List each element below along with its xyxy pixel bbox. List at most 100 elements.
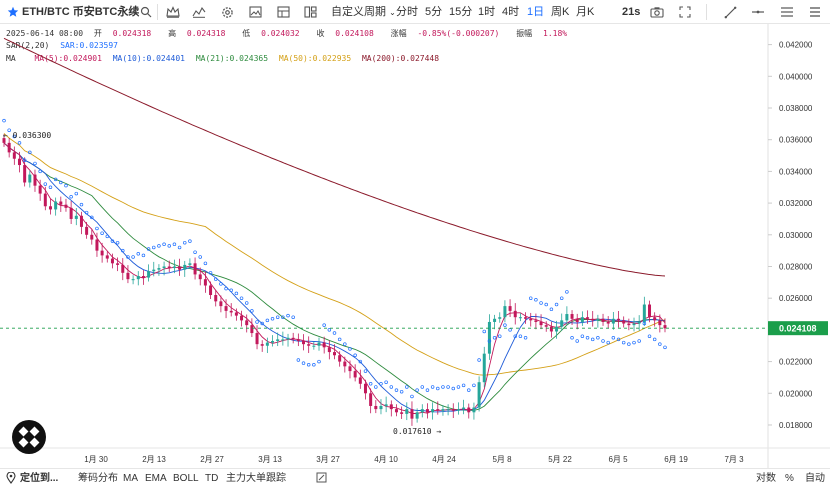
td-tab[interactable]: TD bbox=[205, 473, 219, 484]
trendline-icon[interactable] bbox=[721, 3, 739, 21]
chip-distribution-tab[interactable]: 筹码分布 bbox=[78, 473, 118, 484]
sar-dot bbox=[275, 315, 280, 319]
candle-body bbox=[121, 264, 125, 273]
star-icon[interactable] bbox=[4, 3, 22, 21]
list-icon[interactable] bbox=[806, 3, 824, 21]
candle-body bbox=[513, 310, 517, 318]
sar-dot bbox=[332, 331, 337, 335]
sar-dot bbox=[250, 309, 254, 313]
candle-body bbox=[611, 318, 615, 324]
candle-body bbox=[245, 320, 249, 326]
boll-tab[interactable]: BOLL bbox=[173, 473, 199, 484]
sar-dot bbox=[441, 385, 445, 389]
fullscreen-icon[interactable] bbox=[676, 3, 694, 21]
sar-dot bbox=[611, 336, 616, 340]
period-1d[interactable]: 1日 bbox=[527, 6, 545, 18]
sar-dot bbox=[554, 302, 559, 307]
horizontal-line-icon[interactable] bbox=[749, 3, 767, 21]
candle-body bbox=[141, 276, 145, 278]
log-toggle[interactable]: 对数 bbox=[756, 473, 776, 484]
percent-toggle[interactable]: % bbox=[785, 473, 794, 484]
sar-dot bbox=[141, 253, 146, 258]
sar-dot bbox=[399, 389, 404, 394]
candle-body bbox=[477, 382, 481, 408]
ma5-value: MA(5):0.024901 bbox=[34, 54, 102, 63]
amplitude-value: 1.18% bbox=[543, 29, 568, 38]
ma-name[interactable]: MA bbox=[6, 54, 16, 63]
ema-tab[interactable]: EMA bbox=[145, 473, 167, 484]
sar-dot bbox=[472, 383, 476, 388]
period-5m[interactable]: 5分 bbox=[425, 6, 443, 18]
candle-body bbox=[85, 226, 89, 235]
gear-icon[interactable] bbox=[218, 3, 236, 21]
sar-dot bbox=[38, 169, 42, 174]
price-chart[interactable]: 0.042000 0.040000 0.038000 0.036000 0.034000… bbox=[0, 24, 830, 468]
candle-body bbox=[322, 342, 326, 348]
candle-body bbox=[100, 250, 104, 256]
candle-body bbox=[555, 326, 559, 332]
template-icon[interactable] bbox=[274, 3, 292, 21]
sar-dot bbox=[131, 255, 135, 259]
candle-body bbox=[2, 138, 6, 143]
sar-name[interactable]: SAR(2,20) bbox=[6, 41, 50, 50]
sar-dot bbox=[379, 382, 383, 386]
candle-body bbox=[17, 158, 21, 166]
period-week[interactable]: 周K bbox=[551, 6, 570, 18]
candle-body bbox=[198, 274, 202, 280]
candle-body bbox=[467, 407, 471, 413]
sar-dot bbox=[188, 239, 192, 243]
sar-dot bbox=[353, 353, 357, 357]
sar-dot bbox=[213, 277, 218, 281]
candle-body bbox=[333, 352, 336, 356]
period-15m[interactable]: 15分 bbox=[449, 6, 473, 18]
candle-body bbox=[384, 404, 388, 406]
auto-toggle[interactable]: 自动 bbox=[805, 473, 825, 484]
sar-dot bbox=[322, 323, 326, 327]
y-tick-label: 0.018000 bbox=[779, 421, 813, 430]
period-1h[interactable]: 1时 bbox=[478, 6, 496, 18]
main-force-tab[interactable]: 主力大单跟踪 bbox=[226, 473, 286, 484]
period-1m[interactable]: 分时 bbox=[396, 6, 418, 18]
ma-tab[interactable]: MA bbox=[123, 473, 138, 484]
lines-menu-icon[interactable] bbox=[778, 3, 796, 21]
sar-dot bbox=[2, 118, 6, 123]
location-icon[interactable] bbox=[6, 471, 16, 488]
candle-body bbox=[575, 318, 579, 322]
sar-dot bbox=[224, 286, 228, 291]
search-icon[interactable] bbox=[137, 3, 155, 21]
period-4h[interactable]: 4时 bbox=[502, 6, 520, 18]
candle-body bbox=[653, 317, 657, 321]
custom-period-label: 自定义周期 bbox=[331, 6, 386, 18]
sar-dot bbox=[461, 383, 466, 388]
symbol-title[interactable]: ETH/BTC 币安BTC永续 bbox=[22, 6, 140, 18]
candle-body bbox=[544, 325, 548, 327]
y-tick-label: 0.022000 bbox=[779, 358, 813, 367]
sar-dot bbox=[177, 245, 182, 250]
indicator-icon[interactable] bbox=[190, 3, 208, 21]
candle-body bbox=[33, 174, 37, 186]
period-month[interactable]: 月K bbox=[576, 6, 595, 18]
candle-body bbox=[420, 409, 424, 413]
candle-body bbox=[59, 201, 63, 205]
ma21-line bbox=[3, 142, 666, 411]
x-tick-label: 7月 3 bbox=[724, 455, 744, 464]
crown-icon[interactable] bbox=[164, 3, 182, 21]
camera-icon[interactable] bbox=[648, 3, 666, 21]
candle-body bbox=[498, 317, 502, 319]
candle-body bbox=[291, 337, 295, 340]
sar-dot bbox=[559, 296, 564, 300]
candle-body bbox=[503, 306, 507, 318]
candle-body bbox=[110, 258, 114, 264]
indicator-edit-icon[interactable] bbox=[316, 472, 327, 488]
layout-icon[interactable] bbox=[301, 3, 319, 21]
sar-dot bbox=[17, 141, 22, 145]
locate-button[interactable]: 定位到... bbox=[20, 473, 59, 484]
change-value: -0.85%(-0.000207) bbox=[417, 29, 500, 38]
sar-dot bbox=[652, 337, 657, 342]
sar-value: SAR:0.023597 bbox=[60, 41, 118, 50]
candle-body bbox=[570, 314, 574, 319]
custom-period-dropdown[interactable]: 自定义周期 ⌄ bbox=[331, 3, 396, 21]
sar-dot bbox=[136, 252, 141, 256]
sar-dot bbox=[596, 336, 600, 340]
image-icon[interactable] bbox=[246, 3, 264, 21]
